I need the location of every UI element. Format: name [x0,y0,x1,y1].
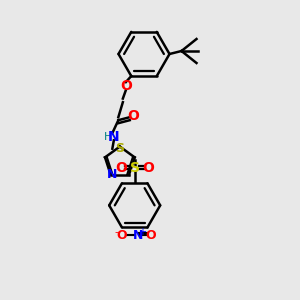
Text: H: H [104,132,112,142]
Text: O: O [142,161,154,175]
Text: -: - [114,227,118,237]
Text: N: N [133,229,143,242]
Text: O: O [120,79,132,93]
Text: O: O [115,161,127,175]
Text: O: O [117,229,128,242]
Text: O: O [128,109,139,123]
Text: +: + [138,227,146,237]
Text: N: N [107,168,117,181]
Text: S: S [115,142,124,154]
Text: N: N [108,130,120,144]
Text: S: S [130,161,140,175]
Text: O: O [146,229,157,242]
